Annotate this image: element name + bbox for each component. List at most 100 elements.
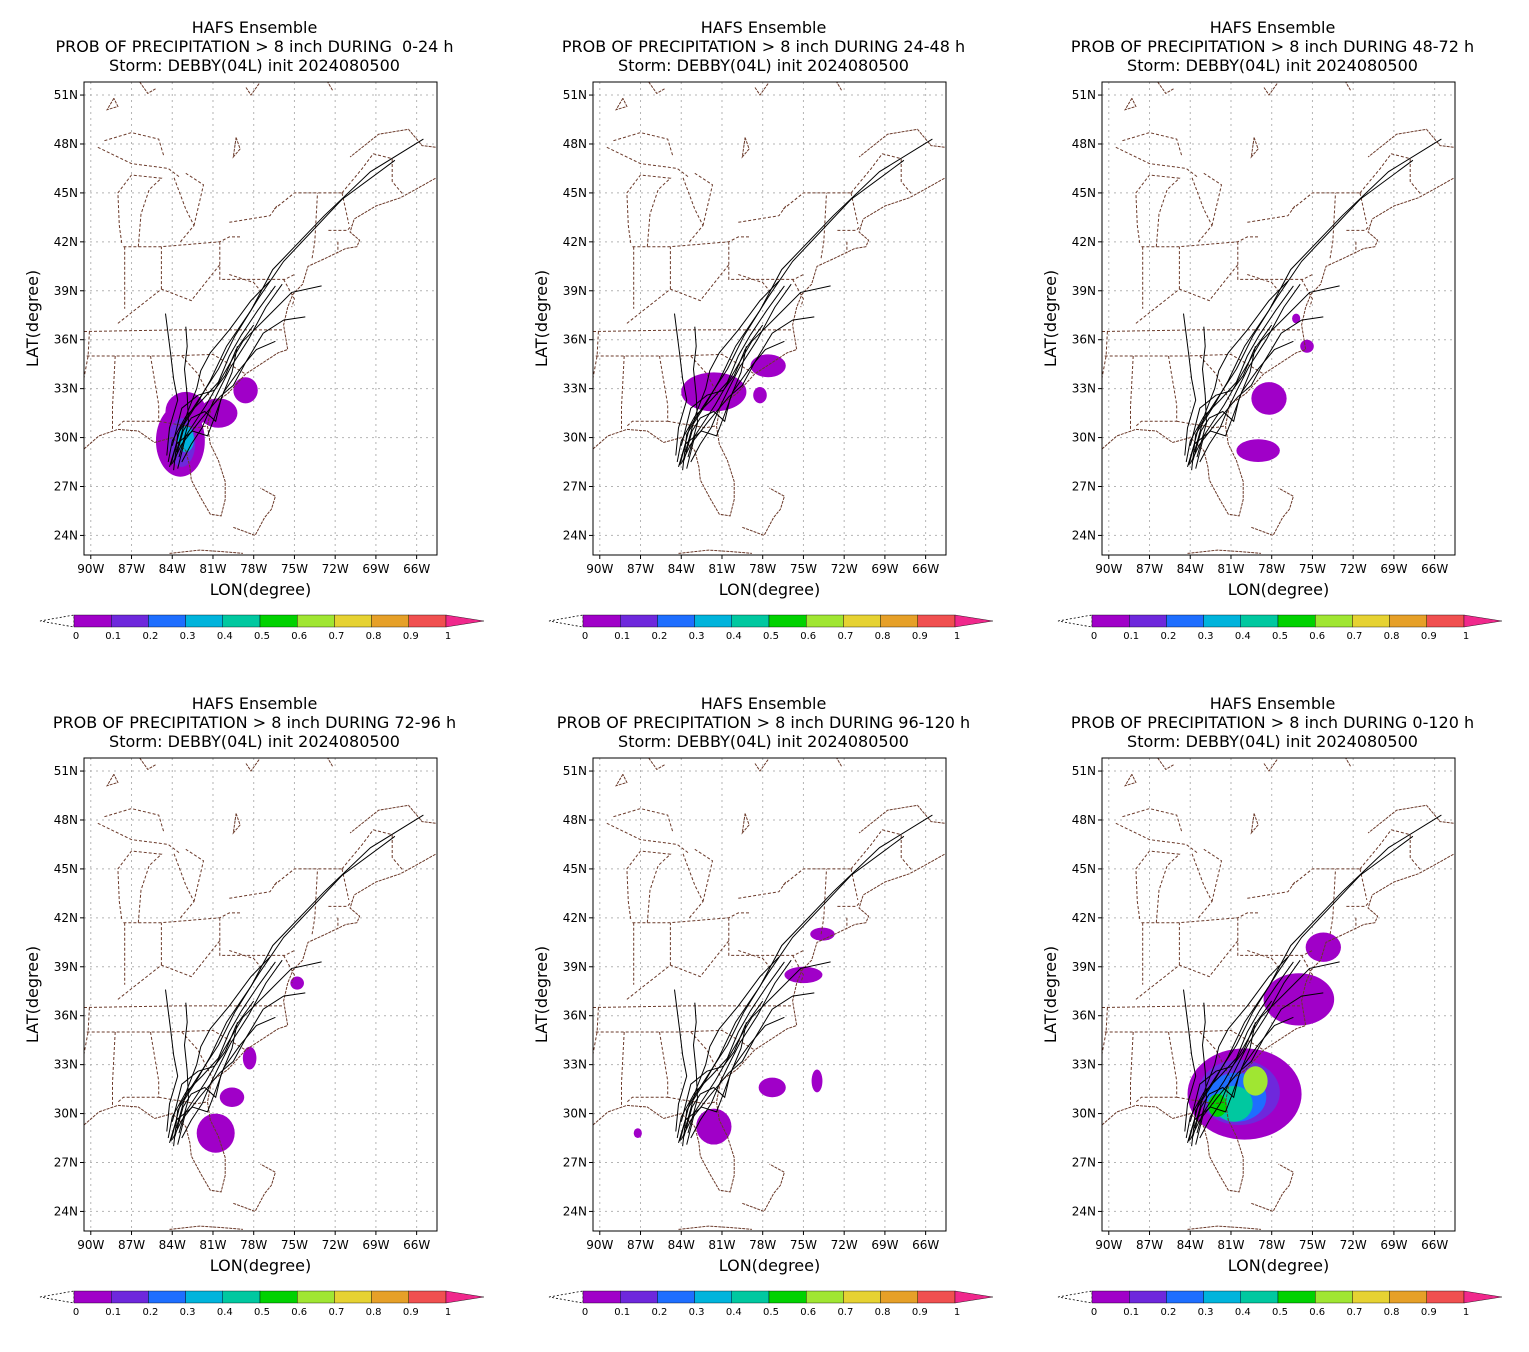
state-boundary	[606, 146, 689, 177]
ensemble-track	[171, 992, 306, 1140]
coastline	[1102, 177, 1454, 517]
state-boundary	[117, 355, 160, 427]
coastline	[678, 549, 752, 554]
colorbar-label: 0.6	[800, 631, 816, 642]
lon-tick-label: 81W	[708, 562, 735, 576]
panel-title-period: PROB OF PRECIPITATION > 8 inch DURING 0-…	[55, 37, 454, 56]
lon-tick-label: 66W	[403, 1238, 430, 1252]
coastline	[233, 1163, 276, 1213]
lon-tick-label: 72W	[322, 1238, 349, 1252]
ensemble-track	[175, 280, 271, 453]
colorbar-segment	[843, 1290, 881, 1304]
lon-tick-label: 87W	[1136, 1238, 1163, 1252]
state-boundary	[667, 1096, 716, 1105]
state-boundary	[117, 174, 163, 247]
state-boundary	[1176, 1096, 1225, 1105]
colorbar-label: 0.2	[142, 631, 158, 642]
colorbar-segment	[731, 614, 770, 628]
lat-tick-label: 24N	[1072, 528, 1096, 542]
lat-tick-label: 33N	[54, 382, 78, 396]
colorbar-under-arrow	[39, 614, 75, 628]
lat-tick-label: 27N	[563, 479, 587, 493]
lat-tick-label: 33N	[563, 1058, 587, 1072]
colorbar-label: 1	[445, 631, 451, 642]
ensemble-track	[684, 956, 780, 1129]
ensemble-track	[680, 992, 815, 1140]
lon-tick-label: 75W	[790, 562, 817, 576]
colorbar-label: 1	[445, 1307, 451, 1318]
plot-area	[84, 758, 437, 1231]
colorbar-segment	[1166, 614, 1204, 628]
colorbar-segment	[619, 614, 658, 628]
colorbar-label: 0.6	[291, 631, 307, 642]
ensemble-track	[174, 1022, 238, 1137]
ensemble-track	[1193, 280, 1289, 453]
colorbar-label: 0.2	[651, 631, 667, 642]
state-boundary	[1122, 808, 1183, 834]
colorbar-segment	[259, 1290, 298, 1304]
lon-tick-label: 84W	[668, 1238, 695, 1252]
state-boundary	[1141, 236, 1259, 248]
state-boundary	[328, 901, 352, 907]
state-boundary	[1176, 420, 1225, 429]
lat-tick-label: 36N	[563, 1009, 587, 1023]
coastline	[615, 98, 628, 111]
colorbar-label: 0.1	[614, 1307, 630, 1318]
colorbar-segment	[657, 614, 695, 628]
ensemble-track	[684, 280, 780, 453]
state-boundary	[1102, 331, 1108, 381]
coastline	[1250, 813, 1259, 835]
colorbar-label: 0.5	[254, 631, 270, 642]
y-axis-label: LAT(degree)	[532, 946, 551, 1043]
colorbar-segment	[110, 614, 149, 628]
colorbar-segment	[1091, 614, 1130, 628]
lon-tick-label: 87W	[627, 562, 654, 576]
colorbar-segment	[880, 614, 919, 628]
ensemble-track	[1189, 324, 1273, 446]
state-boundary	[1130, 355, 1134, 431]
state-boundary	[850, 153, 913, 195]
state-boundary	[621, 355, 625, 431]
state-boundary	[112, 355, 116, 431]
ensemble-track	[1199, 283, 1301, 463]
colorbar-label: 0.3	[1198, 631, 1214, 642]
coastline	[648, 82, 666, 95]
lon-tick-label: 78W	[1258, 562, 1285, 576]
coastline	[169, 1225, 243, 1230]
colorbar-label: 0.8	[875, 631, 891, 642]
state-boundary	[1135, 355, 1178, 427]
colorbar-segment	[917, 1290, 956, 1304]
colorbar-segment	[619, 1290, 658, 1304]
ensemble-track	[165, 989, 179, 1132]
colorbar-label: 0.9	[912, 631, 928, 642]
precip-area	[199, 398, 238, 428]
panel-title-storm: Storm: DEBBY(04L) init 2024080500	[109, 56, 400, 75]
colorbar-segment	[1389, 1290, 1428, 1304]
panel-title-period: PROB OF PRECIPITATION > 8 inch DURING 72…	[52, 713, 457, 732]
lat-tick-label: 48N	[1072, 137, 1096, 151]
colorbar-label: 0	[582, 631, 588, 642]
ensemble-track	[175, 956, 271, 1129]
lon-tick-label: 69W	[871, 1238, 898, 1252]
colorbar-label: 0.9	[403, 1307, 419, 1318]
colorbar-segment	[1352, 1290, 1390, 1304]
colorbar-label: 0.1	[105, 1307, 121, 1318]
colorbar-label: 0.5	[763, 1307, 779, 1318]
panel-titles: HAFS Ensemble PROB OF PRECIPITATION > 8 …	[509, 694, 1018, 751]
ensemble-track	[167, 285, 276, 463]
ensemble-track	[1192, 346, 1256, 461]
panel-title-main: HAFS Ensemble	[191, 18, 318, 37]
lon-tick-label: 75W	[790, 1238, 817, 1252]
state-boundary	[117, 940, 221, 1000]
map-canvas: 51N 48N 45N 42N 39N 36N 33N 30N 27N 24N 90W 87W 84W 8…	[532, 81, 994, 642]
coastline	[593, 177, 945, 517]
state-boundary	[1329, 868, 1336, 935]
colorbar-label: 0	[1091, 631, 1097, 642]
colorbar-label: 1	[1463, 631, 1469, 642]
colorbar-segment	[880, 1290, 919, 1304]
state-boundary	[738, 881, 787, 899]
state-boundary	[185, 848, 205, 902]
ensemble-track	[686, 285, 831, 469]
coastline	[1345, 758, 1351, 767]
state-boundary	[1115, 146, 1198, 177]
